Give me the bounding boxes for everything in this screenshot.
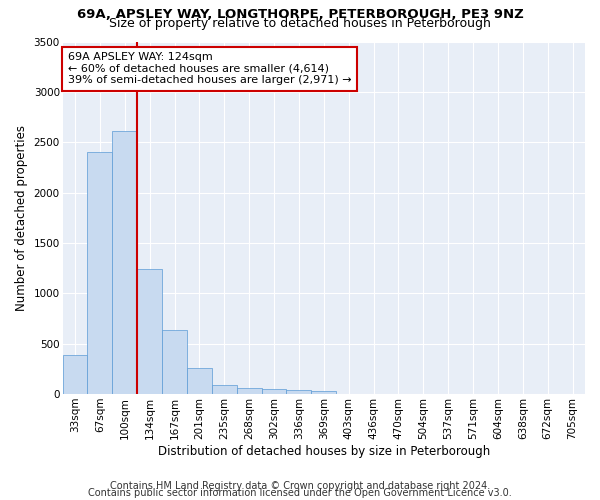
Bar xyxy=(311,391,336,394)
Bar xyxy=(262,388,286,394)
Text: 69A, APSLEY WAY, LONGTHORPE, PETERBOROUGH, PE3 9NZ: 69A, APSLEY WAY, LONGTHORPE, PETERBOROUG… xyxy=(77,8,523,20)
Text: 69A APSLEY WAY: 124sqm
← 60% of detached houses are smaller (4,614)
39% of semi-: 69A APSLEY WAY: 124sqm ← 60% of detached… xyxy=(68,52,352,86)
Text: Contains HM Land Registry data © Crown copyright and database right 2024.: Contains HM Land Registry data © Crown c… xyxy=(110,481,490,491)
Bar xyxy=(88,152,112,394)
Bar xyxy=(237,388,262,394)
X-axis label: Distribution of detached houses by size in Peterborough: Distribution of detached houses by size … xyxy=(158,444,490,458)
Bar xyxy=(162,330,187,394)
Bar xyxy=(112,131,137,394)
Bar xyxy=(137,269,162,394)
Bar xyxy=(286,390,311,394)
Y-axis label: Number of detached properties: Number of detached properties xyxy=(15,125,28,311)
Bar xyxy=(187,368,212,394)
Text: Contains public sector information licensed under the Open Government Licence v3: Contains public sector information licen… xyxy=(88,488,512,498)
Bar xyxy=(212,385,237,394)
Text: Size of property relative to detached houses in Peterborough: Size of property relative to detached ho… xyxy=(109,18,491,30)
Bar xyxy=(62,355,88,394)
